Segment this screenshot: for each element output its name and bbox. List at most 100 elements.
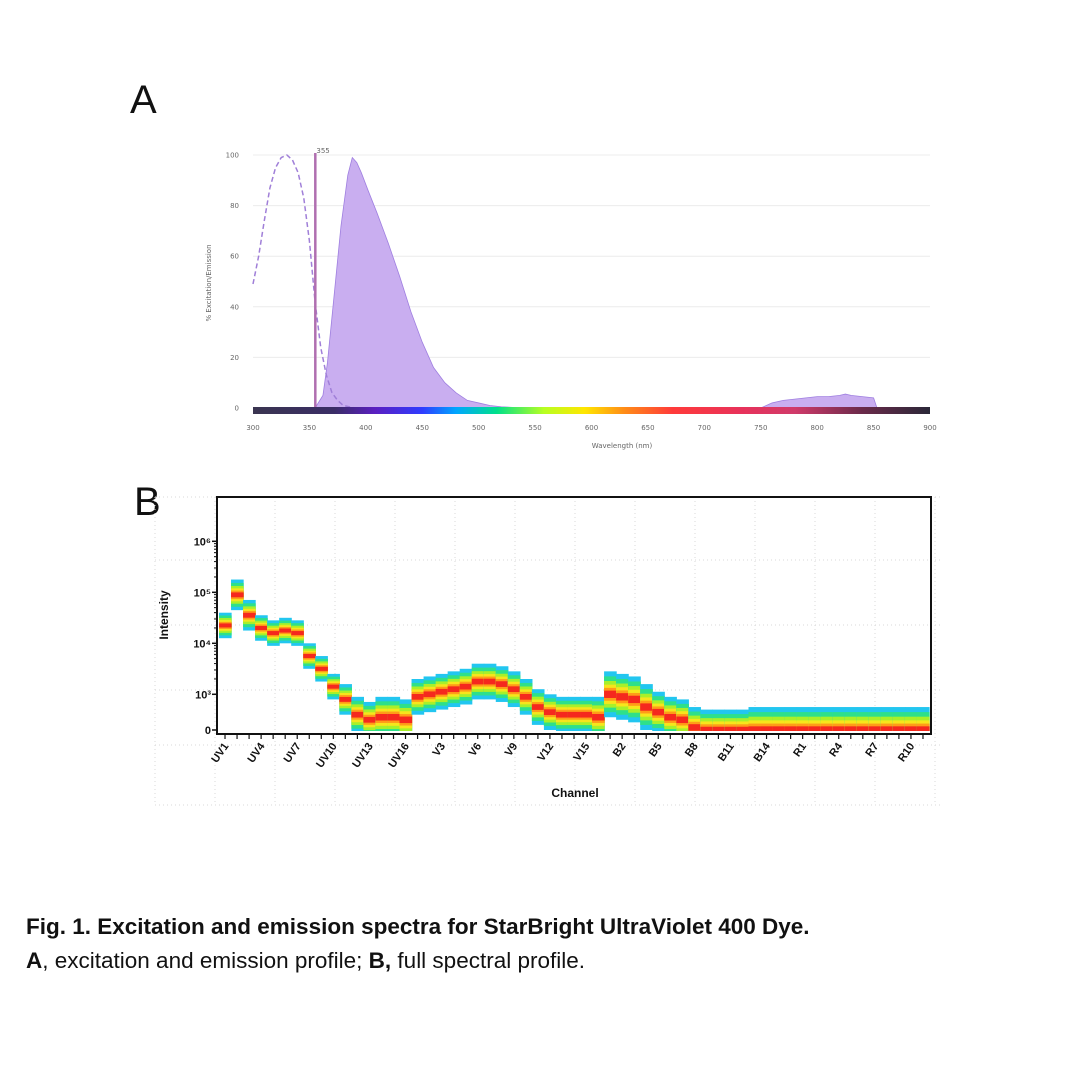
heatmap-column-r1 [772, 707, 786, 731]
heatmap-band [495, 681, 509, 687]
panel-b-label: B [134, 480, 161, 524]
chart-b-x-tick: UV1 [209, 741, 231, 765]
heatmap-column-v3 [435, 673, 449, 710]
heatmap-band [519, 693, 533, 700]
laser-line [314, 153, 317, 408]
heatmap-column-r4 [808, 707, 822, 731]
heatmap-column-r2 [784, 707, 798, 731]
chart-a-y-tick: 20 [230, 354, 239, 362]
chart-b-x-tick: B8 [683, 741, 701, 759]
heatmap-band [640, 703, 653, 711]
heatmap-band [760, 726, 774, 731]
heatmap-column-uv4 [255, 615, 268, 641]
heatmap-band [748, 726, 762, 731]
heatmap-band [411, 693, 425, 700]
heatmap-column-uv5 [267, 620, 280, 646]
chart-a-x-tick: 700 [698, 424, 711, 432]
heatmap-column-b12 [736, 709, 750, 731]
heatmap-band [567, 711, 581, 718]
heatmap-column-r3 [796, 707, 810, 731]
heatmap-column-v7 [483, 663, 497, 700]
heatmap-band [531, 704, 545, 710]
heatmap-band [616, 693, 629, 701]
heatmap-band [892, 726, 906, 731]
chart-b-y-tick: 10⁵ [194, 587, 211, 599]
heatmap-column-v6 [471, 663, 485, 700]
chart-a-series: 355 [252, 147, 878, 409]
heatmap-column-r7 [844, 707, 858, 731]
heatmap-column-uv1 [219, 612, 232, 639]
caption-b-marker: B, [368, 948, 392, 973]
heatmap-band [507, 686, 521, 693]
heatmap-column-v13 [555, 696, 569, 731]
heatmap-column-v11 [531, 689, 545, 725]
chart-a-x-label: Wavelength (nm) [592, 442, 653, 450]
heatmap-column-r10 [880, 707, 894, 731]
chart-b-x-tick: R10 [896, 741, 917, 764]
chart-a-x-tick: 450 [416, 424, 429, 432]
chart-b-x-tick: UV10 [314, 741, 340, 770]
emission-curve [314, 156, 878, 409]
heatmap-band [784, 726, 798, 731]
chart-b-x-tick: UV4 [245, 740, 268, 765]
chart-b-y-tick: 0 [205, 725, 211, 737]
heatmap-band [447, 686, 461, 693]
heatmap-column-uv9 [315, 656, 328, 682]
chart-b-x-tick: B5 [647, 741, 665, 759]
heatmap-column-r6 [832, 707, 846, 731]
caption-line-2: A, excitation and emission profile; B, f… [26, 944, 1076, 978]
heatmap-column-b2 [616, 673, 629, 720]
heatmap-band [904, 726, 918, 731]
chart-a-y-tick: 0 [235, 405, 239, 413]
heatmap-column-v1 [411, 679, 425, 715]
heatmap-column-b3 [628, 676, 641, 723]
heatmap-band [375, 713, 389, 721]
chart-a-x-tick: 650 [641, 424, 654, 432]
chart-a-x-tick: 550 [528, 424, 541, 432]
heatmap-band [219, 623, 232, 628]
heatmap-column-r9 [868, 707, 882, 731]
heatmap-band [580, 711, 593, 718]
heatmap-column-r12 [904, 707, 918, 731]
heatmap-column-v2 [423, 676, 437, 713]
excitation-curve [252, 154, 355, 409]
heatmap-band [628, 695, 641, 704]
heatmap-column-v5 [459, 668, 473, 705]
chart-a-x-tick: 350 [303, 424, 316, 432]
heatmap-column-b13 [748, 707, 762, 731]
heatmap-band [868, 726, 882, 731]
heatmap-band [555, 711, 569, 718]
heatmap-column-v16 [592, 696, 605, 731]
chart-a-y-tick: 40 [230, 303, 239, 311]
chart-a-y-label: % Excitation/Emission [205, 244, 213, 321]
chart-b-y-label: Intensity [157, 590, 171, 640]
heatmap-band [604, 690, 617, 698]
heatmap-band [351, 711, 365, 718]
chart-b-y-tick: 10⁶ [194, 536, 211, 548]
heatmap-band [832, 726, 846, 731]
heatmap-column-b4 [640, 684, 653, 730]
heatmap-column-r11 [892, 707, 906, 731]
heatmap-column-uv16 [399, 699, 413, 731]
heatmap-band [844, 726, 858, 731]
chart-b-x-tick: UV7 [282, 741, 304, 765]
caption-a-marker: A [26, 948, 43, 973]
laser-label: 355 [316, 147, 329, 155]
heatmap-band [387, 713, 401, 721]
chart-a-y-tick: 60 [230, 253, 239, 261]
heatmap-band [592, 713, 605, 721]
heatmap-column-v15 [580, 696, 593, 731]
heatmap-band [255, 625, 268, 631]
heatmap-band [303, 654, 316, 659]
chart-a-x-tick: 800 [810, 424, 823, 432]
heatmap-band [676, 716, 689, 724]
heatmap-column-uv13 [363, 701, 377, 731]
heatmap-band [399, 716, 413, 724]
chart-b-x-tick: R7 [863, 741, 881, 759]
chart-b-x-tick: B2 [611, 741, 629, 759]
heatmap-band [712, 726, 726, 731]
heatmap-column-r13 [916, 707, 930, 731]
chart-b-x-tick: R4 [827, 740, 845, 759]
heatmap-band [688, 724, 701, 731]
caption-line-1: Fig. 1. Excitation and emission spectra … [26, 910, 1076, 944]
